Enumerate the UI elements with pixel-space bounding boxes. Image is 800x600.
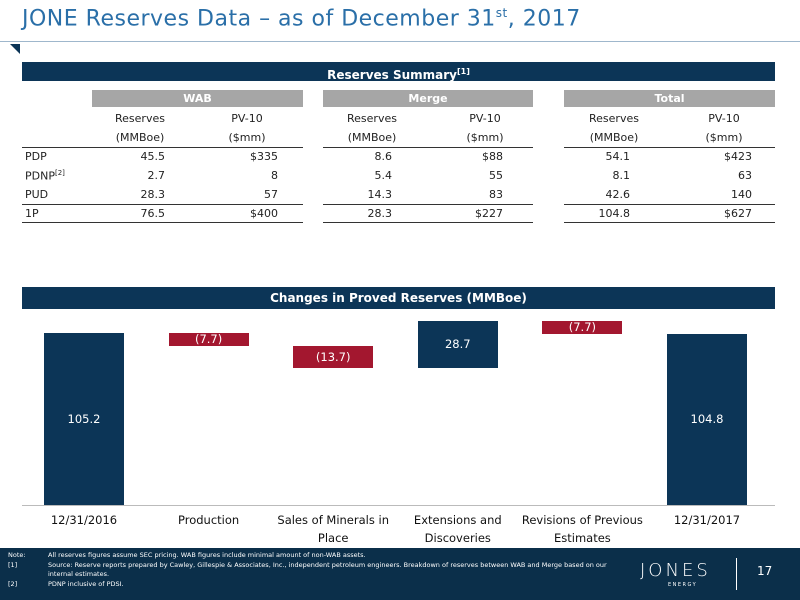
- footnote-text: PDNP inclusive of PDSI.: [48, 580, 124, 588]
- footnote-marker: [2]: [8, 580, 18, 588]
- column-header: PV-10: [708, 112, 740, 125]
- table-rule: [22, 204, 303, 205]
- value-label: 104.8: [690, 412, 724, 427]
- footer: [0, 548, 800, 600]
- column-header: (MMBoe): [347, 131, 397, 144]
- table-cell: 76.5: [140, 207, 166, 220]
- table-cell: 14.3: [367, 188, 393, 201]
- category-label: Sales of Minerals in Place: [277, 513, 389, 545]
- footnote-marker: Note:: [8, 551, 26, 559]
- table-cell: 140: [731, 188, 752, 201]
- row-label: PDP: [25, 150, 47, 163]
- category-label: 12/31/2017: [673, 513, 741, 527]
- bar: [417, 321, 498, 368]
- bar: [667, 333, 747, 505]
- footnote-text: All reserves figures assume SEC pricing.…: [48, 551, 366, 559]
- category-label: Production: [178, 513, 240, 527]
- column-header: Reserves: [115, 112, 165, 125]
- table-cell: $423: [724, 150, 752, 163]
- title-sup: st: [495, 6, 508, 20]
- row-label-text: 1P: [25, 207, 39, 220]
- table-rule: [22, 147, 303, 148]
- table-cell: 42.6: [605, 188, 631, 201]
- table-cell: 28.3: [140, 188, 166, 201]
- slide-title: JONE Reserves Data – as of December 31st…: [22, 6, 581, 31]
- table-cell: 45.5: [140, 150, 166, 163]
- baseline: [22, 505, 775, 506]
- footnote-text: Source: Reserve reports prepared by Cawl…: [48, 561, 607, 578]
- table-cell: 5.4: [374, 169, 393, 182]
- column-header: PV-10: [469, 112, 501, 125]
- table-cell: 8.1: [612, 169, 631, 182]
- row-label-ref: [2]: [54, 169, 65, 177]
- column-header: ($mm): [466, 131, 504, 144]
- column-header: (MMBoe): [115, 131, 165, 144]
- column-header: ($mm): [705, 131, 743, 144]
- column-header: PV-10: [231, 112, 263, 125]
- title-end: , 2017: [507, 6, 581, 32]
- column-header: Reserves: [589, 112, 639, 125]
- row-label-text: PDNP: [25, 169, 55, 183]
- bar: [293, 345, 374, 368]
- group-header: WAB: [92, 90, 303, 107]
- column-header: Reserves: [347, 112, 397, 125]
- table-cell: $227: [475, 207, 503, 220]
- category-label: Revisions of Previous Estimates: [521, 513, 643, 545]
- table-cell: $400: [250, 207, 278, 220]
- row-label: PUD: [25, 188, 48, 201]
- title-text: JONE Reserves Data – as of December 31: [22, 6, 496, 32]
- bar: [542, 321, 623, 334]
- table-cell: 2.7: [147, 169, 166, 182]
- corner-mark: [10, 44, 20, 54]
- table-title-ref: [1]: [457, 67, 470, 76]
- table-rule: [323, 222, 533, 223]
- value-label: (7.7): [194, 332, 223, 347]
- table-rule: [564, 222, 775, 223]
- table-cell: 63: [738, 169, 752, 182]
- value-label: (13.7): [315, 349, 351, 364]
- logo-tagline: ENERGY: [668, 582, 698, 588]
- column-header: ($mm): [228, 131, 266, 144]
- table-cell: 8.6: [374, 150, 393, 163]
- chart-banner: Changes in Proved Reserves (MMBoe): [22, 287, 775, 309]
- table-title: Reserves Summary: [327, 68, 457, 82]
- table-cell: 54.1: [605, 150, 631, 163]
- title-rule: [0, 41, 800, 42]
- value-label: (7.7): [568, 320, 597, 335]
- table-cell: $335: [250, 150, 278, 163]
- column-header: (MMBoe): [589, 131, 639, 144]
- table-rule: [323, 147, 533, 148]
- group-header: Total: [564, 90, 775, 107]
- table-cell: 28.3: [367, 207, 393, 220]
- table-cell: 104.8: [598, 207, 631, 220]
- row-label-text: PUD: [25, 188, 49, 201]
- table-cell: $627: [724, 207, 752, 220]
- bar: [168, 332, 249, 346]
- footer-divider: [736, 558, 737, 590]
- row-label-text: PDP: [25, 150, 47, 163]
- row-label: PDNP[2]: [25, 169, 65, 183]
- value-label: 28.7: [444, 337, 471, 352]
- logo-name: JONES: [640, 560, 711, 581]
- table-rule: [323, 204, 533, 205]
- table-rule: [22, 222, 303, 223]
- value-label: 105.2: [67, 411, 101, 426]
- category-label: Extensions and Discoveries: [413, 513, 502, 545]
- table-cell: 8: [271, 169, 278, 182]
- table-cell: 57: [264, 188, 278, 201]
- table-cell: 83: [489, 188, 503, 201]
- table-banner: Reserves Summary[1]: [22, 62, 775, 82]
- table-rule: [564, 147, 775, 148]
- bar: [44, 332, 124, 505]
- category-label: 12/31/2016: [50, 513, 118, 527]
- table-cell: $88: [482, 150, 503, 163]
- row-label: 1P: [25, 207, 39, 220]
- group-header: Merge: [323, 90, 533, 107]
- footnote-marker: [1]: [8, 561, 18, 569]
- table-cell: 55: [489, 169, 503, 182]
- page-number: 17: [757, 564, 773, 578]
- table-rule: [564, 204, 775, 205]
